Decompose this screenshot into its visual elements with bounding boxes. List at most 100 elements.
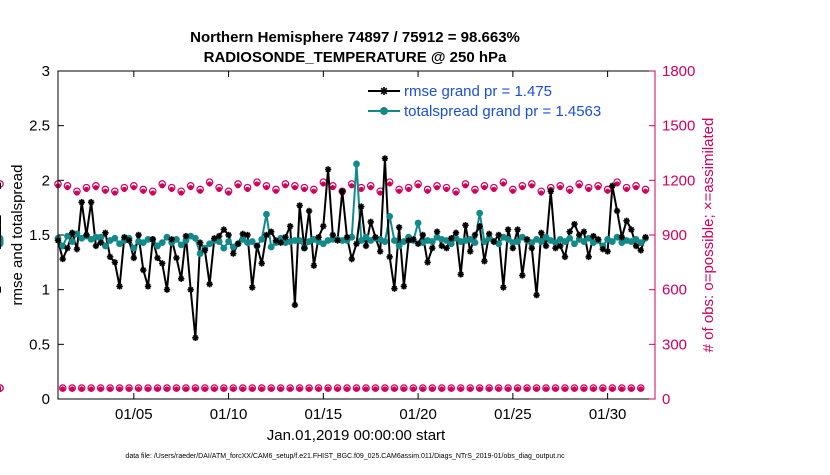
obs-assimilated-point-stroke: [515, 386, 520, 392]
obs-assimilated-point: [595, 185, 601, 191]
obs-assimilated-point: [519, 185, 525, 191]
rmse-point-stroke: [88, 199, 94, 206]
rmse-point-stroke: [528, 245, 535, 251]
obs-assimilated-point-stroke: [197, 188, 203, 194]
rmse-point: [519, 272, 526, 279]
rmse-point-stroke: [244, 232, 251, 238]
obs-assimilated-point: [263, 185, 270, 191]
obs-assimilated-point: [581, 386, 587, 392]
obs-assimilated-point: [116, 386, 123, 392]
rmse-point: [239, 230, 246, 238]
rmse-point: [419, 231, 427, 239]
obs-assimilated-point: [420, 386, 426, 392]
totalspread-point: [196, 250, 204, 257]
obs-assimilated-point: [642, 188, 649, 194]
totalspread-point: [139, 239, 147, 247]
obs-assimilated-point-stroke: [614, 181, 620, 187]
rmse-point-stroke: [301, 245, 308, 251]
obs-assimilated-point: [372, 386, 379, 392]
rmse-point: [329, 231, 337, 239]
rmse-point: [628, 226, 635, 233]
totalspread-point: [632, 235, 640, 243]
obs-assimilated-point-stroke: [534, 386, 539, 392]
rmse-point-stroke: [405, 237, 412, 244]
rmse-point-stroke: [623, 217, 630, 224]
obs-assimilated-point: [192, 386, 199, 392]
obs-assimilated-point: [443, 186, 450, 193]
rmse-point-stroke: [282, 234, 289, 241]
obs-assimilated-point-stroke: [112, 190, 118, 196]
rmse-point-stroke: [263, 232, 270, 238]
obs-assimilated-point-stroke: [159, 183, 165, 189]
totalspread-point: [561, 238, 569, 245]
data-file-footer: data file: /Users/raeder/DAI/ATM_forcXX/…: [125, 453, 565, 460]
obs-assimilated-point-stroke: [264, 185, 269, 191]
rmse-point-stroke: [164, 286, 170, 293]
rmse-point: [557, 242, 564, 250]
y-tick-label: 0: [42, 391, 50, 408]
rmse-point: [410, 236, 417, 243]
rmse-point-stroke: [576, 232, 583, 238]
obs-assimilated-point-stroke: [226, 190, 231, 196]
rmse-point-stroke: [552, 245, 559, 251]
rmse-point-stroke: [221, 226, 227, 233]
rmse-point: [125, 237, 133, 244]
rmse-point-stroke: [505, 226, 511, 233]
rmse-point-stroke: [619, 234, 625, 241]
obs-assimilated-point: [486, 386, 492, 392]
rmse-point-stroke: [325, 166, 331, 173]
rmse-point: [514, 226, 521, 233]
rmse-point-stroke: [202, 247, 208, 254]
obs-assimilated-point-stroke: [510, 188, 516, 194]
rmse-point-stroke: [429, 245, 436, 251]
obs-assimilated-point: [458, 386, 464, 392]
rmse-point-stroke: [415, 240, 421, 247]
obs-assimilated-point: [524, 386, 530, 392]
x-tick-label: 01/15: [305, 406, 343, 423]
rmse-point: [249, 284, 256, 291]
obs-assimilated-point: [268, 386, 274, 392]
rmse-point: [140, 266, 147, 274]
rmse-point-stroke: [543, 243, 549, 249]
rmse-point: [490, 238, 498, 245]
totalspread-point: [414, 219, 422, 227]
obs-assimilated-point: [240, 386, 246, 392]
x-tick-label: 01/10: [210, 406, 248, 423]
totalspread-point: [154, 242, 161, 250]
obs-assimilated-point-stroke: [619, 386, 625, 392]
obs-assimilated-point: [140, 188, 146, 194]
obs-assimilated-point-stroke: [207, 181, 213, 187]
obs-assimilated-point: [477, 386, 483, 392]
obs-assimilated-point-stroke: [529, 183, 535, 189]
obs-assimilated-point-stroke: [117, 386, 122, 392]
obs-assimilated-point: [320, 181, 326, 187]
rmse-point-stroke: [472, 232, 478, 238]
rmse-point: [296, 202, 303, 209]
obs-assimilated-point-stroke: [482, 185, 487, 191]
obs-assimilated-point: [159, 183, 165, 189]
rmse-point: [476, 223, 483, 230]
rmse-point: [253, 242, 261, 250]
rmse-point-stroke: [628, 226, 635, 233]
totalspread-point: [608, 238, 616, 245]
obs-assimilated-point-stroke: [211, 386, 217, 392]
totalspread-point: [97, 233, 105, 241]
rmse-point-stroke: [519, 272, 526, 279]
obs-assimilated-point: [79, 386, 85, 392]
rmse-point: [206, 281, 213, 288]
rmse-point: [400, 283, 408, 290]
rmse-point: [144, 283, 152, 290]
rmse-point-stroke: [585, 254, 592, 260]
obs-assimilated-point: [557, 185, 563, 191]
obs-assimilated-point: [538, 190, 544, 196]
totalspread-point: [386, 213, 394, 220]
rmse-point: [196, 239, 204, 246]
obs-assimilated-point: [363, 386, 369, 392]
obs-assimilated-point: [278, 386, 284, 392]
obs-assimilated-point: [377, 190, 383, 196]
rmse-point-stroke: [372, 234, 379, 241]
obs-assimilated-point: [619, 386, 625, 392]
legend: rmse grand pr = 1.475 totalspread grand …: [368, 83, 601, 120]
rmse-point: [405, 237, 412, 244]
rmse-point-stroke: [64, 245, 71, 251]
